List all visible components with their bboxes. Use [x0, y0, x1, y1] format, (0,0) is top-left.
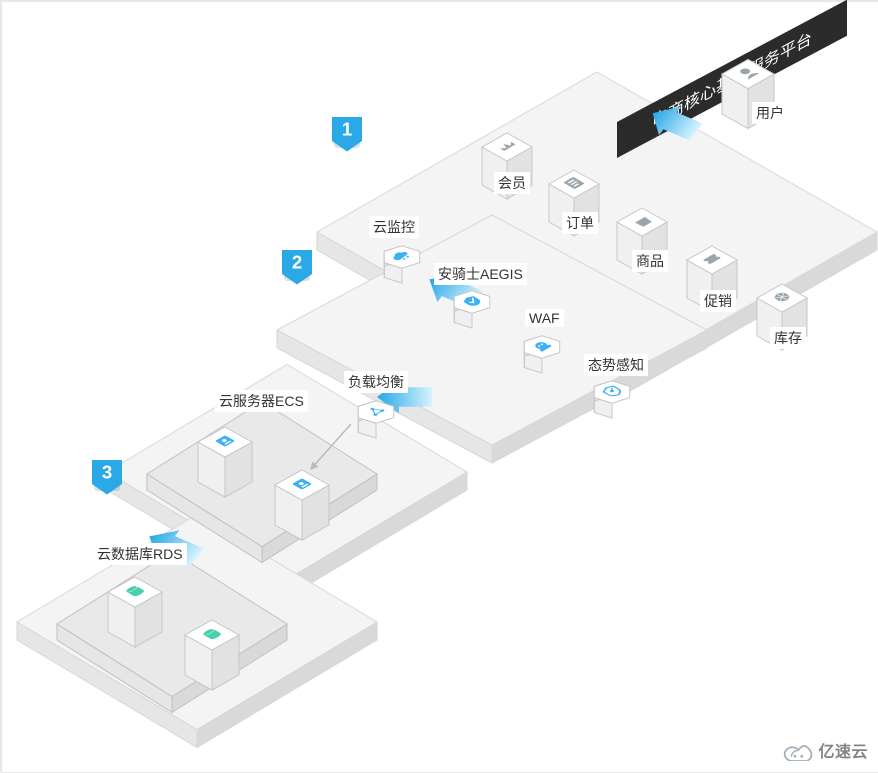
svg-text:3: 3 [102, 462, 112, 483]
label-member: 会员 [494, 172, 530, 194]
label-aegis: 安骑士AEGIS [434, 263, 527, 285]
label-rds: 云数据库RDS [93, 543, 187, 565]
watermark: 亿速云 [780, 738, 868, 762]
watermark-text: 亿速云 [818, 738, 868, 762]
label-promo: 促销 [700, 290, 736, 312]
label-situation: 态势感知 [584, 354, 648, 376]
label-order: 订单 [562, 212, 598, 234]
label-cloudmon: 云监控 [369, 216, 419, 238]
label-lb: 负载均衡 [344, 371, 408, 393]
label-user: 用户 [752, 102, 788, 124]
label-waf: WAF [525, 309, 564, 327]
marker-3: 3 [2, 2, 878, 773]
label-product: 商品 [632, 250, 668, 272]
label-ecs: 云服务器ECS [215, 390, 308, 412]
label-stock: 库存 [770, 327, 806, 349]
